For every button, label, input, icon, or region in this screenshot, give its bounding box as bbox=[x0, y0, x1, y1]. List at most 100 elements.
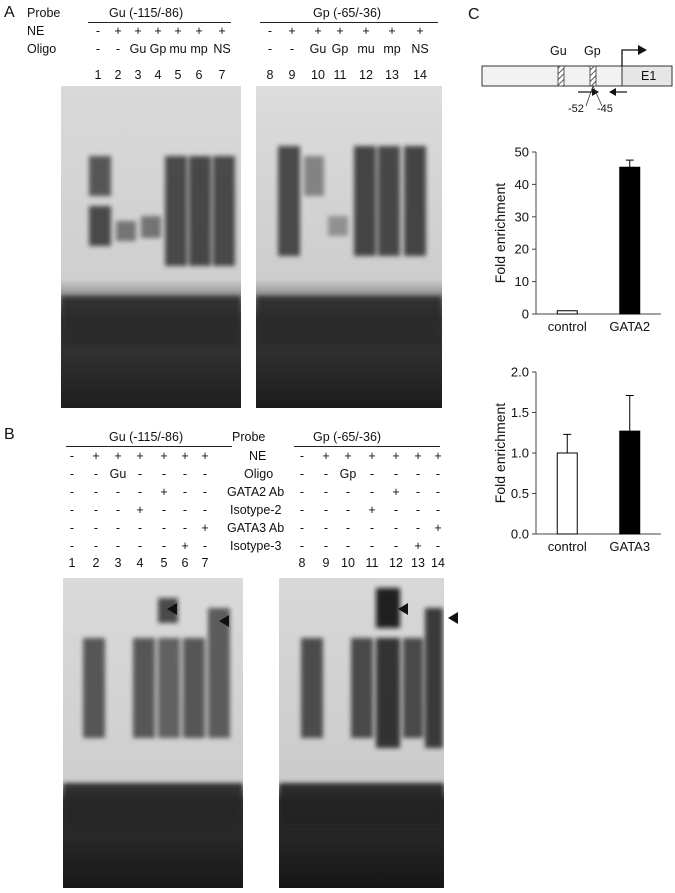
panel-a-gel-right bbox=[256, 86, 442, 408]
supershift-arrow-gata2-right bbox=[398, 603, 408, 615]
ne-cell: + bbox=[288, 24, 296, 38]
lane-number: 11 bbox=[333, 68, 347, 82]
x-tick-label: GATA2 bbox=[609, 319, 650, 334]
condition-cell: Gp bbox=[339, 467, 357, 481]
x-tick-label: control bbox=[548, 319, 587, 334]
gel-image-a-right bbox=[256, 86, 442, 408]
lane-number: 8 bbox=[266, 68, 274, 82]
condition-cell: - bbox=[93, 467, 99, 481]
oligo-cell: - bbox=[115, 42, 121, 56]
oligo-cell: - bbox=[95, 42, 101, 56]
condition-cell: - bbox=[161, 467, 167, 481]
condition-cell: - bbox=[182, 467, 188, 481]
condition-cell: - bbox=[369, 521, 375, 535]
bar-gata2 bbox=[619, 166, 641, 315]
condition-cell: - bbox=[323, 521, 329, 535]
bar-control bbox=[556, 310, 578, 315]
condition-cell: - bbox=[202, 539, 208, 553]
condition-cell: - bbox=[69, 449, 75, 463]
condition-cell: + bbox=[392, 449, 400, 463]
oligo-cell: Gp bbox=[149, 42, 167, 56]
condition-cell: + bbox=[136, 503, 144, 517]
b-group1-probe-title: Gu (-115/-86) bbox=[109, 430, 184, 444]
b-label-gata3-ab: GATA3 Ab bbox=[227, 521, 285, 535]
b-label-gata2-ab: GATA2 Ab bbox=[227, 485, 285, 499]
ne-cell: + bbox=[114, 24, 122, 38]
condition-cell: - bbox=[323, 539, 329, 553]
condition-cell: - bbox=[161, 539, 167, 553]
condition-cell: - bbox=[93, 503, 99, 517]
y-tick-label: 40 bbox=[515, 177, 529, 192]
ne-cell: + bbox=[218, 24, 226, 38]
condition-cell: - bbox=[435, 485, 441, 499]
supershift-arrow-gata2-left bbox=[167, 603, 177, 615]
ne-cell: + bbox=[362, 24, 370, 38]
y-tick-label: 10 bbox=[515, 274, 529, 289]
condition-cell: + bbox=[344, 449, 352, 463]
panel-a-gel-left bbox=[61, 86, 241, 408]
condition-cell: - bbox=[435, 503, 441, 517]
condition-cell: - bbox=[137, 467, 143, 481]
condition-cell: + bbox=[368, 503, 376, 517]
condition-cell: + bbox=[201, 449, 209, 463]
lane-number: 13 bbox=[385, 68, 399, 82]
lane-number: 9 bbox=[288, 68, 296, 82]
oligo-cell: - bbox=[289, 42, 295, 56]
b-group2-probe-title: Gp (-65/-36) bbox=[313, 430, 382, 444]
condition-cell: - bbox=[137, 485, 143, 499]
condition-cell: - bbox=[93, 539, 99, 553]
lane-number: 4 bbox=[136, 556, 144, 570]
lane-number: 8 bbox=[298, 556, 306, 570]
condition-cell: - bbox=[435, 539, 441, 553]
oligo-cell: - bbox=[267, 42, 273, 56]
gel-image-b-left bbox=[63, 578, 243, 888]
lane-number: 11 bbox=[365, 556, 379, 570]
b-label-ne: NE bbox=[249, 449, 267, 463]
lane-number: 6 bbox=[195, 68, 203, 82]
condition-cell: + bbox=[160, 449, 168, 463]
y-axis-label: Fold enrichment bbox=[492, 403, 508, 503]
lane-number: 2 bbox=[92, 556, 100, 570]
lane-number: 5 bbox=[160, 556, 168, 570]
condition-cell: - bbox=[115, 539, 121, 553]
b-label-probe: Probe bbox=[232, 430, 266, 444]
condition-cell: - bbox=[93, 521, 99, 535]
ne-cell: + bbox=[388, 24, 396, 38]
chip-bar-chart-gata3: 0.0 0.5 1.0 1.5 2.0 Fold enrichment control GAT… bbox=[492, 365, 661, 554]
condition-cell: - bbox=[323, 485, 329, 499]
gp-site-label: Gp bbox=[584, 44, 601, 58]
condition-cell: - bbox=[115, 485, 121, 499]
condition-cell: - bbox=[182, 485, 188, 499]
condition-cell: - bbox=[69, 521, 75, 535]
panel-b-letter: B bbox=[4, 426, 15, 443]
condition-cell: + bbox=[181, 539, 189, 553]
lane-number: 3 bbox=[134, 68, 142, 82]
oligo-cell: NS bbox=[411, 42, 429, 56]
lane-number: 7 bbox=[201, 556, 209, 570]
condition-cell: - bbox=[345, 485, 351, 499]
condition-cell: Gu bbox=[109, 467, 127, 481]
condition-cell: + bbox=[434, 521, 442, 535]
condition-cell: - bbox=[182, 521, 188, 535]
condition-cell: + bbox=[181, 449, 189, 463]
lane-number: 5 bbox=[174, 68, 182, 82]
condition-cell: - bbox=[415, 521, 421, 535]
condition-cell: - bbox=[202, 467, 208, 481]
lane-number: 1 bbox=[94, 68, 102, 82]
y-tick-label: 1.5 bbox=[511, 405, 529, 420]
y-tick-label: 30 bbox=[515, 209, 529, 224]
condition-cell: - bbox=[137, 521, 143, 535]
condition-cell: - bbox=[345, 539, 351, 553]
promoter-diagram: Gu Gp E1 -52 -45 bbox=[470, 20, 675, 145]
lane-number: 6 bbox=[181, 556, 189, 570]
condition-cell: - bbox=[115, 503, 121, 517]
b-label-isotype-2: Isotype-2 bbox=[230, 503, 282, 517]
lane-number: 4 bbox=[154, 68, 162, 82]
ne-cell: - bbox=[267, 24, 273, 38]
ne-cell: - bbox=[95, 24, 101, 38]
panel-c-letter: C bbox=[468, 6, 480, 23]
group2-probe-title: Gp (-65/-36) bbox=[313, 6, 382, 20]
condition-cell: - bbox=[369, 467, 375, 481]
condition-cell: - bbox=[69, 467, 75, 481]
b-group2-probe-underline bbox=[294, 446, 440, 447]
